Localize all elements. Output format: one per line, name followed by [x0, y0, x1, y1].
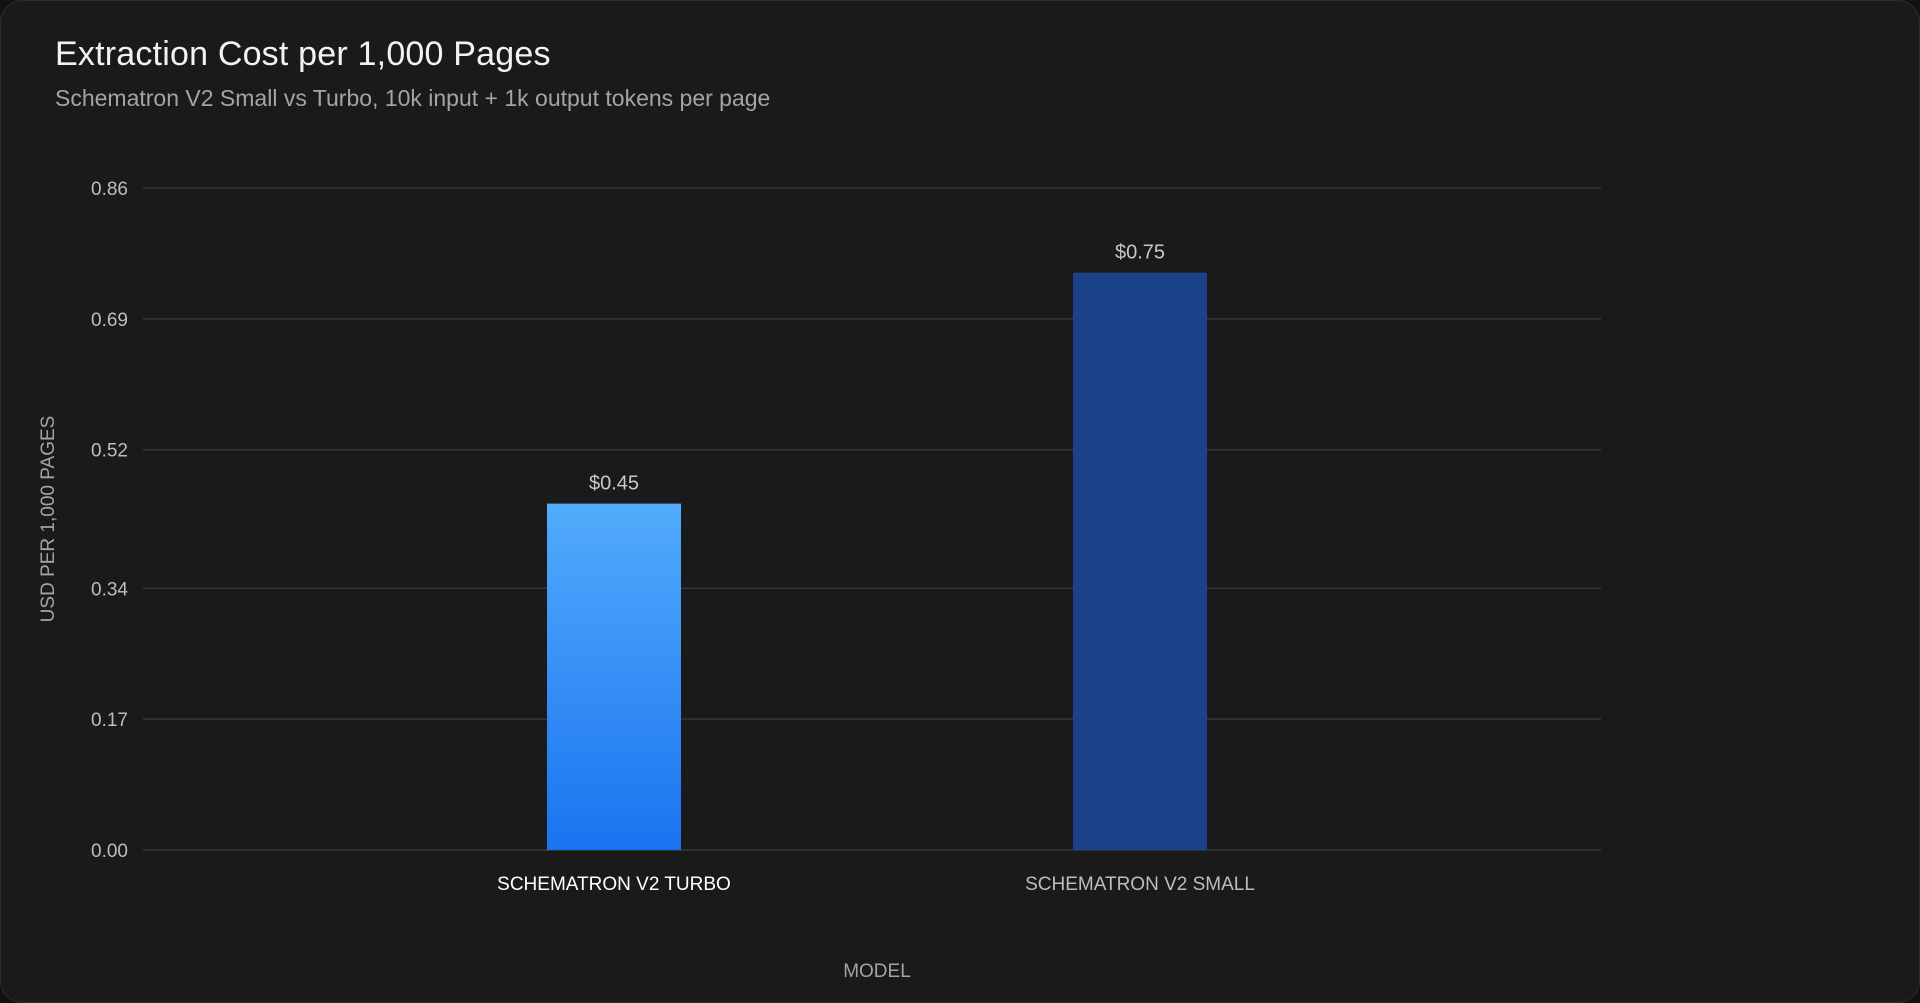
gridlines: [143, 187, 1601, 851]
y-axis-ticks: 0.00 0.17 0.34 0.52 0.69 0.86: [91, 179, 128, 862]
bar-schematron-v2-small[interactable]: [1073, 272, 1207, 850]
bars: [547, 272, 1207, 850]
x-category-label: SCHEMATRON V2 SMALL: [1025, 874, 1255, 895]
y-axis-title: USD PER 1,000 PAGES: [38, 416, 59, 623]
value-labels: $0.45 $0.75: [589, 242, 1165, 495]
y-tick-label: 0.34: [91, 579, 128, 600]
y-tick-label: 0.17: [91, 710, 128, 731]
y-tick-label: 0.69: [91, 310, 128, 331]
x-axis-title: MODEL: [843, 961, 911, 982]
bar-value-label: $0.45: [589, 473, 639, 495]
chart-subtitle: Schematron V2 Small vs Turbo, 10k input …: [55, 85, 771, 111]
y-tick-label: 0.00: [91, 841, 128, 862]
x-category-label: SCHEMATRON V2 TURBO: [497, 874, 731, 895]
bar-schematron-v2-turbo[interactable]: [547, 503, 681, 850]
y-tick-label: 0.86: [91, 179, 128, 200]
y-tick-label: 0.52: [91, 441, 128, 462]
bar-value-label: $0.75: [1115, 242, 1165, 264]
chart-title: Extraction Cost per 1,000 Pages: [55, 35, 551, 73]
x-axis-categories: SCHEMATRON V2 TURBO SCHEMATRON V2 SMALL: [497, 874, 1255, 895]
